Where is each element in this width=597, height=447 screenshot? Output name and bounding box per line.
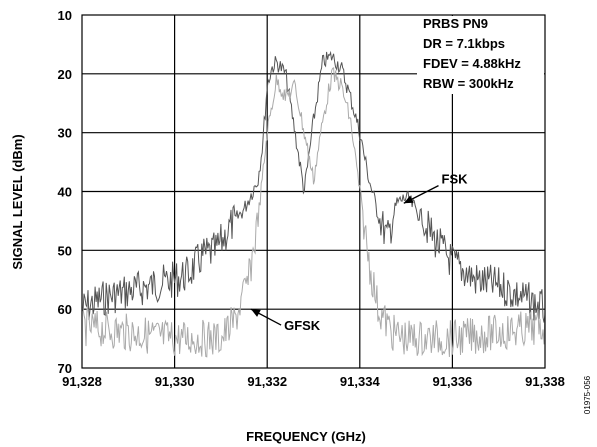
y-axis-title: SIGNAL LEVEL (dBm) xyxy=(10,134,25,269)
y-tick-label: 50 xyxy=(58,243,72,258)
chart-grid xyxy=(82,15,545,368)
settings-line-2: DR = 7.1kbps xyxy=(423,36,505,51)
trace-fsk xyxy=(81,50,546,323)
gfsk-label: GFSK xyxy=(284,318,321,333)
x-tick-label: 91,328 xyxy=(62,374,102,389)
settings-box-background xyxy=(417,16,544,94)
x-tick-label: 91,332 xyxy=(247,374,287,389)
x-tick-label: 91,336 xyxy=(433,374,473,389)
figure-id: 01975-056 xyxy=(583,375,592,414)
y-tick-label: 60 xyxy=(58,302,72,317)
y-tick-label: 40 xyxy=(58,185,72,200)
x-tick-label: 91,330 xyxy=(155,374,195,389)
trace-gfsk xyxy=(81,67,546,358)
settings-line-3: FDEV = 4.88kHz xyxy=(423,56,521,71)
chart-traces xyxy=(81,50,546,358)
y-tick-label: 10 xyxy=(58,8,72,23)
x-axis-title: FREQUENCY (GHz) xyxy=(246,429,366,444)
settings-line-1: PRBS PN9 xyxy=(423,16,488,31)
y-tick-label: 20 xyxy=(58,67,72,82)
annotations: FSK GFSK xyxy=(250,172,469,333)
y-tick-label: 30 xyxy=(58,126,72,141)
x-tick-label: 91,338 xyxy=(525,374,565,389)
x-tick-label: 91,334 xyxy=(340,374,381,389)
chart-ticks: 91,328 91,330 91,332 91,334 91,336 91,338 10 20… xyxy=(58,8,565,389)
plot-frame xyxy=(81,14,546,369)
settings-box: PRBS PN9 DR = 7.1kbps FDEV = 4.88kHz RBW… xyxy=(417,16,544,94)
settings-line-4: RBW = 300kHz xyxy=(423,76,514,91)
fsk-arrow-head xyxy=(403,195,414,204)
fsk-label: FSK xyxy=(442,172,469,187)
y-tick-label: 70 xyxy=(58,361,72,376)
gfsk-arrow-head xyxy=(250,309,261,317)
